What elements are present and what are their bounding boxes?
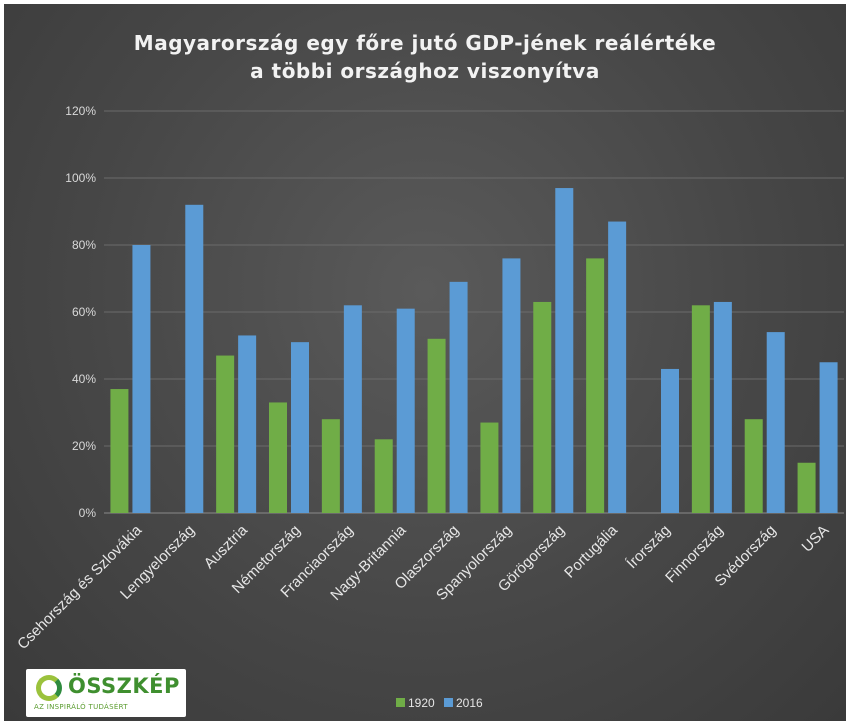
y-tick-label: 0% bbox=[79, 506, 97, 520]
chart-area: Magyarország egy főre jutó GDP-jének reá… bbox=[4, 4, 846, 721]
bar-2016-4 bbox=[343, 305, 362, 513]
logo-name: ÖSSZKÉP bbox=[68, 674, 180, 698]
logo-swirl-icon bbox=[36, 675, 62, 701]
bar-2016-0 bbox=[132, 245, 151, 513]
bar-2016-8 bbox=[555, 188, 574, 514]
y-tick-label: 80% bbox=[72, 238, 96, 252]
bar-2016-9 bbox=[608, 221, 627, 514]
bar-1920-5 bbox=[374, 439, 393, 513]
bar-2016-13 bbox=[819, 362, 838, 513]
bar-1920-8 bbox=[533, 301, 552, 513]
bar-1920-11 bbox=[691, 305, 710, 513]
chart-title-line: a többi országhoz viszonyítva bbox=[250, 59, 600, 83]
bar-2016-1 bbox=[185, 204, 204, 514]
x-category-label: Ausztria bbox=[201, 521, 252, 572]
bar-2016-2 bbox=[238, 335, 257, 513]
bar-2016-7 bbox=[502, 258, 521, 513]
legend-label-1920: 1920 bbox=[408, 696, 435, 710]
bar-1920-9 bbox=[586, 258, 605, 513]
y-tick-label: 40% bbox=[72, 372, 96, 386]
bar-1920-13 bbox=[797, 462, 816, 513]
y-tick-label: 100% bbox=[65, 171, 96, 185]
bar-1920-0 bbox=[110, 389, 129, 513]
bar-1920-3 bbox=[269, 402, 287, 513]
legend-swatch-2016 bbox=[444, 698, 453, 707]
y-tick-label: 20% bbox=[72, 439, 96, 453]
y-tick-label: 60% bbox=[72, 305, 96, 319]
x-category-label: Portugália bbox=[561, 521, 621, 581]
bar-2016-12 bbox=[766, 332, 785, 513]
bar-1920-12 bbox=[744, 419, 763, 513]
legend-label-2016: 2016 bbox=[456, 696, 483, 710]
bar-2016-11 bbox=[713, 301, 732, 513]
osszkep-logo: ÖSSZKÉP AZ INSPIRÁLÓ TUDÁSÉRT bbox=[26, 669, 186, 717]
bar-1920-4 bbox=[321, 419, 340, 513]
logo-tagline: AZ INSPIRÁLÓ TUDÁSÉRT bbox=[34, 703, 128, 711]
legend-swatch-1920 bbox=[396, 698, 405, 707]
bar-chart: Magyarország egy főre jutó GDP-jének reá… bbox=[14, 31, 844, 710]
bar-2016-6 bbox=[449, 281, 468, 513]
x-category-label: USA bbox=[799, 522, 833, 556]
bar-2016-10 bbox=[661, 368, 679, 513]
bar-1920-6 bbox=[427, 338, 446, 513]
bar-1920-2 bbox=[216, 355, 235, 513]
bar-2016-3 bbox=[291, 342, 309, 513]
bar-2016-5 bbox=[396, 308, 415, 513]
bar-1920-7 bbox=[480, 422, 499, 513]
x-category-label: Írország bbox=[623, 522, 673, 572]
y-tick-label: 120% bbox=[65, 104, 96, 118]
chart-title-line: Magyarország egy főre jutó GDP-jének reá… bbox=[134, 31, 716, 55]
